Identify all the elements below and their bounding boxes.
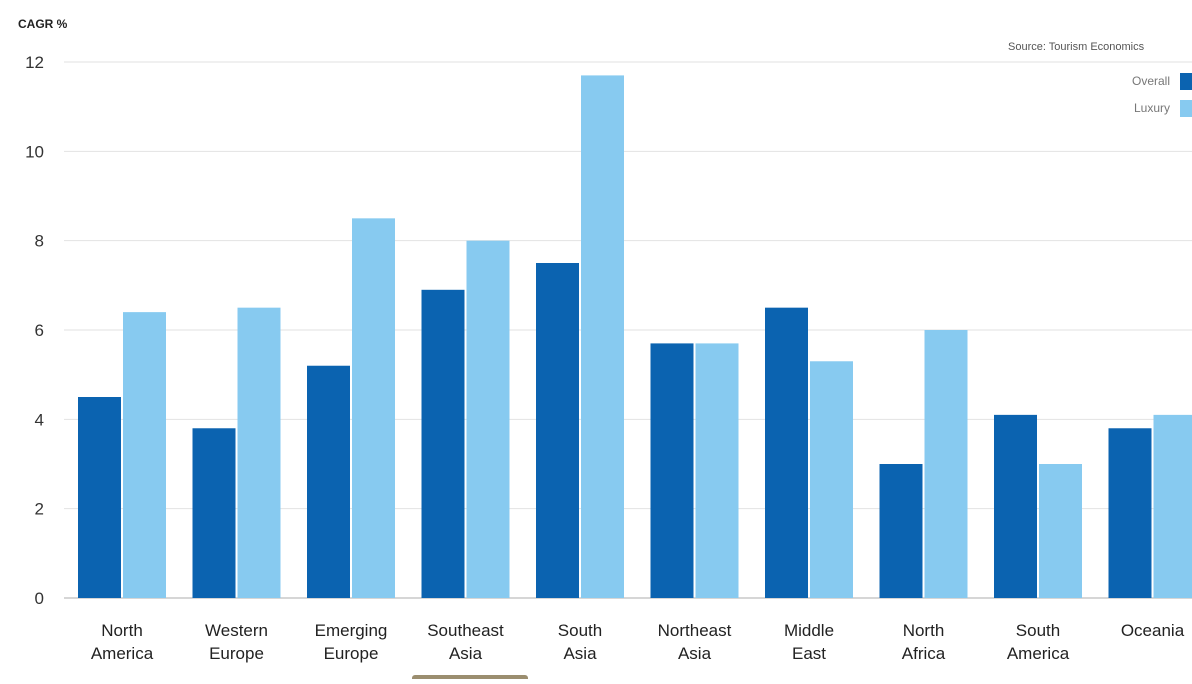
bar-overall [994,415,1037,598]
bar-luxury [696,343,739,598]
bar-luxury [467,241,510,598]
category-label: Europe [324,644,379,663]
bar-luxury [925,330,968,598]
bar-overall [193,428,236,598]
category-label: North [101,621,143,640]
bar-luxury [238,308,281,598]
category-labels: North America Western Europe Emerging Europe S… [91,621,1185,663]
legend: Overall Luxury [1132,73,1192,117]
bar-luxury [581,75,624,598]
category-label: South [558,621,602,640]
bars [78,75,1192,598]
bar-luxury [123,312,166,598]
bar-luxury [1154,415,1192,598]
y-tick-label: 0 [35,589,44,608]
category-label: North [903,621,945,640]
y-tick-label: 2 [35,500,44,519]
y-tick-label: 12 [25,53,44,72]
legend-label: Luxury [1134,101,1170,115]
category-label: East [792,644,826,663]
category-label: Oceania [1121,621,1185,640]
bar-overall [422,290,465,598]
bar-overall [78,397,121,598]
category-label: Middle [784,621,834,640]
category-label: Asia [678,644,712,663]
bar-luxury [1039,464,1082,598]
y-axis-label: CAGR % [18,17,68,31]
y-tick-label: 6 [35,321,44,340]
bar-overall [880,464,923,598]
legend-swatch [1180,73,1192,90]
category-label: America [1007,644,1070,663]
bar-overall [765,308,808,598]
bar-overall [307,366,350,598]
category-label: Asia [449,644,483,663]
footer-tab[interactable] [412,675,528,679]
category-label: America [91,644,154,663]
category-label: Western [205,621,268,640]
source-note: Source: Tourism Economics [1008,41,1145,53]
bar-luxury [352,218,395,598]
category-label: Emerging [315,621,388,640]
category-label: South [1016,621,1060,640]
category-label: Africa [902,644,946,663]
bar-overall [651,343,694,598]
category-label: Southeast [427,621,504,640]
category-label: Europe [209,644,264,663]
y-tick-label: 4 [35,410,44,429]
legend-swatch [1180,100,1192,117]
category-label: Northeast [658,621,732,640]
y-tick-label: 10 [25,142,44,161]
category-label: Asia [563,644,597,663]
legend-label: Overall [1132,74,1170,88]
y-tick-labels: 0 2 4 6 8 10 12 [25,53,44,608]
y-tick-label: 8 [35,232,44,251]
bar-overall [536,263,579,598]
bar-luxury [810,361,853,598]
bar-overall [1109,428,1152,598]
